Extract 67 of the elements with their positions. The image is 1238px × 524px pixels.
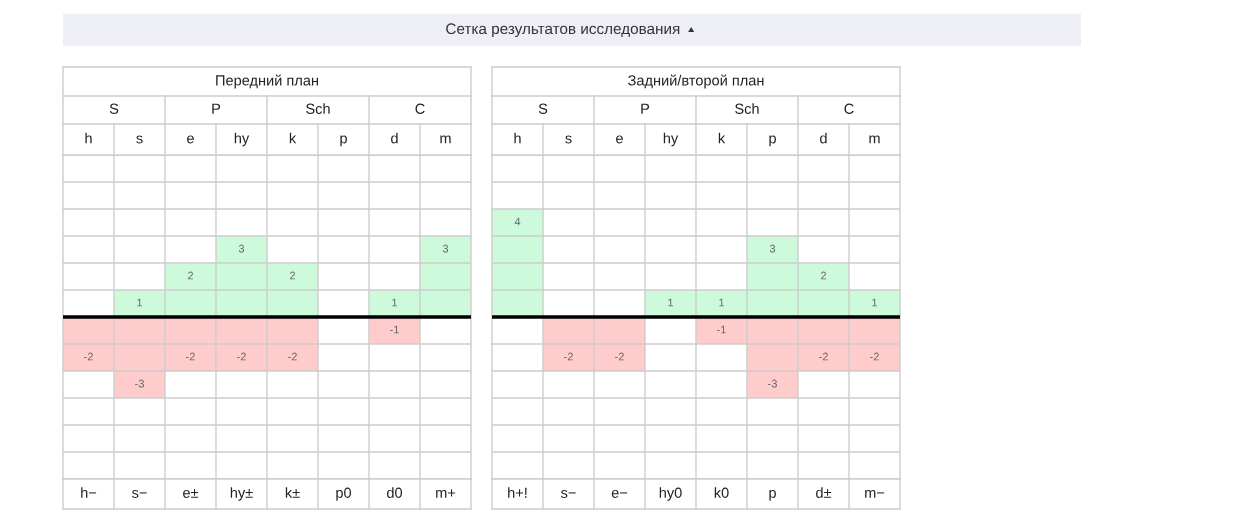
x-tick-label: e xyxy=(616,135,623,144)
data-label: -2 xyxy=(288,352,297,361)
text: Sch xyxy=(306,103,330,114)
text: S xyxy=(538,103,548,114)
data-label: 2 xyxy=(187,271,194,280)
data-label: -3 xyxy=(135,379,144,388)
x-tick-label: s xyxy=(136,135,143,144)
data-label: -2 xyxy=(615,352,624,361)
text: p0 xyxy=(336,487,352,501)
x-tick-label: d xyxy=(391,132,398,144)
text: C xyxy=(844,103,854,114)
text: P xyxy=(212,103,221,114)
x-tick-label: m xyxy=(440,135,451,144)
text: C xyxy=(415,103,425,114)
text: hy0 xyxy=(659,487,682,501)
data-label: 1 xyxy=(872,298,878,307)
data-label: 3 xyxy=(238,244,245,253)
text: k± xyxy=(285,487,300,498)
x-tick-label: h xyxy=(514,132,521,144)
chart-subtitle: Задний/второй план xyxy=(628,74,764,89)
x-tick-label: s xyxy=(565,135,572,144)
data-label: -3 xyxy=(768,379,777,388)
data-label: 2 xyxy=(820,271,827,280)
text: Сетка результатов исследования xyxy=(446,23,680,38)
text: m+ xyxy=(436,489,456,498)
text: s− xyxy=(132,489,147,498)
text: p xyxy=(769,489,776,501)
data-label: 2 xyxy=(289,271,296,280)
data-label: 3 xyxy=(442,244,449,253)
text: e− xyxy=(611,489,628,498)
text: m− xyxy=(865,489,885,498)
text: s− xyxy=(561,489,576,498)
text: d± xyxy=(816,487,832,498)
data-label: -1 xyxy=(390,325,399,334)
data-label: -2 xyxy=(564,352,573,361)
text: h− xyxy=(81,487,97,498)
text: P xyxy=(641,103,650,114)
data-label: 1 xyxy=(719,298,725,307)
data-label: -2 xyxy=(84,352,93,361)
data-label: 1 xyxy=(137,298,143,307)
text: hy± xyxy=(230,487,253,501)
text: d0 xyxy=(387,487,403,498)
text: Sch xyxy=(735,103,759,114)
x-tick-label: d xyxy=(820,132,827,144)
text: S xyxy=(109,103,119,114)
data-label: -1 xyxy=(717,325,726,334)
x-tick-label: p xyxy=(340,135,347,147)
data-label: 1 xyxy=(668,298,674,307)
x-tick-label: hy xyxy=(234,132,250,147)
x-tick-label: p xyxy=(769,135,776,147)
x-tick-label: m xyxy=(869,135,880,144)
chart-subtitle: Передний план xyxy=(216,74,318,89)
data-label: -2 xyxy=(870,352,879,361)
x-tick-label: k xyxy=(289,132,297,144)
data-label: 4 xyxy=(514,217,521,226)
data-label: 3 xyxy=(769,244,776,253)
data-label: -2 xyxy=(819,352,828,361)
text: e± xyxy=(183,489,199,498)
data-label: 1 xyxy=(392,298,398,307)
text: h+! xyxy=(508,487,527,498)
x-tick-label: k xyxy=(718,132,726,144)
text: k0 xyxy=(714,487,729,498)
x-tick-label: hy xyxy=(663,132,679,147)
data-label: -2 xyxy=(186,352,195,361)
x-tick-label: h xyxy=(85,132,92,144)
data-label: -2 xyxy=(237,352,246,361)
x-tick-label: e xyxy=(187,135,194,144)
